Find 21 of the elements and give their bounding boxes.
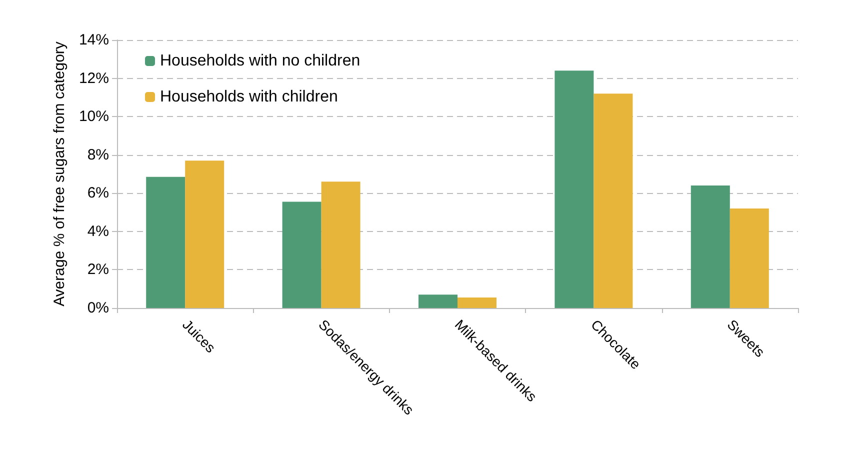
bar (146, 176, 186, 308)
y-tick-label: 12% (78, 70, 109, 87)
y-tick-label: 8% (87, 146, 109, 164)
bar (594, 94, 633, 308)
legend-label: Households with children (160, 88, 338, 106)
y-tick-label: 4% (87, 222, 109, 240)
y-tick-label: 2% (87, 261, 109, 278)
bar (458, 297, 496, 308)
y-axis-title: Average % of free sugars from category (51, 41, 68, 306)
legend-label: Households with no children (160, 52, 360, 70)
y-tick-label: 14% (78, 32, 109, 48)
bar (321, 182, 360, 308)
bar (554, 70, 594, 308)
y-tick-label: 10% (78, 108, 109, 126)
bar (690, 185, 730, 308)
bar (730, 208, 769, 308)
y-tick-label: 0% (87, 300, 109, 316)
bar (282, 202, 322, 308)
bar (418, 294, 458, 308)
bar (185, 160, 224, 308)
y-tick-label: 6% (87, 184, 109, 202)
